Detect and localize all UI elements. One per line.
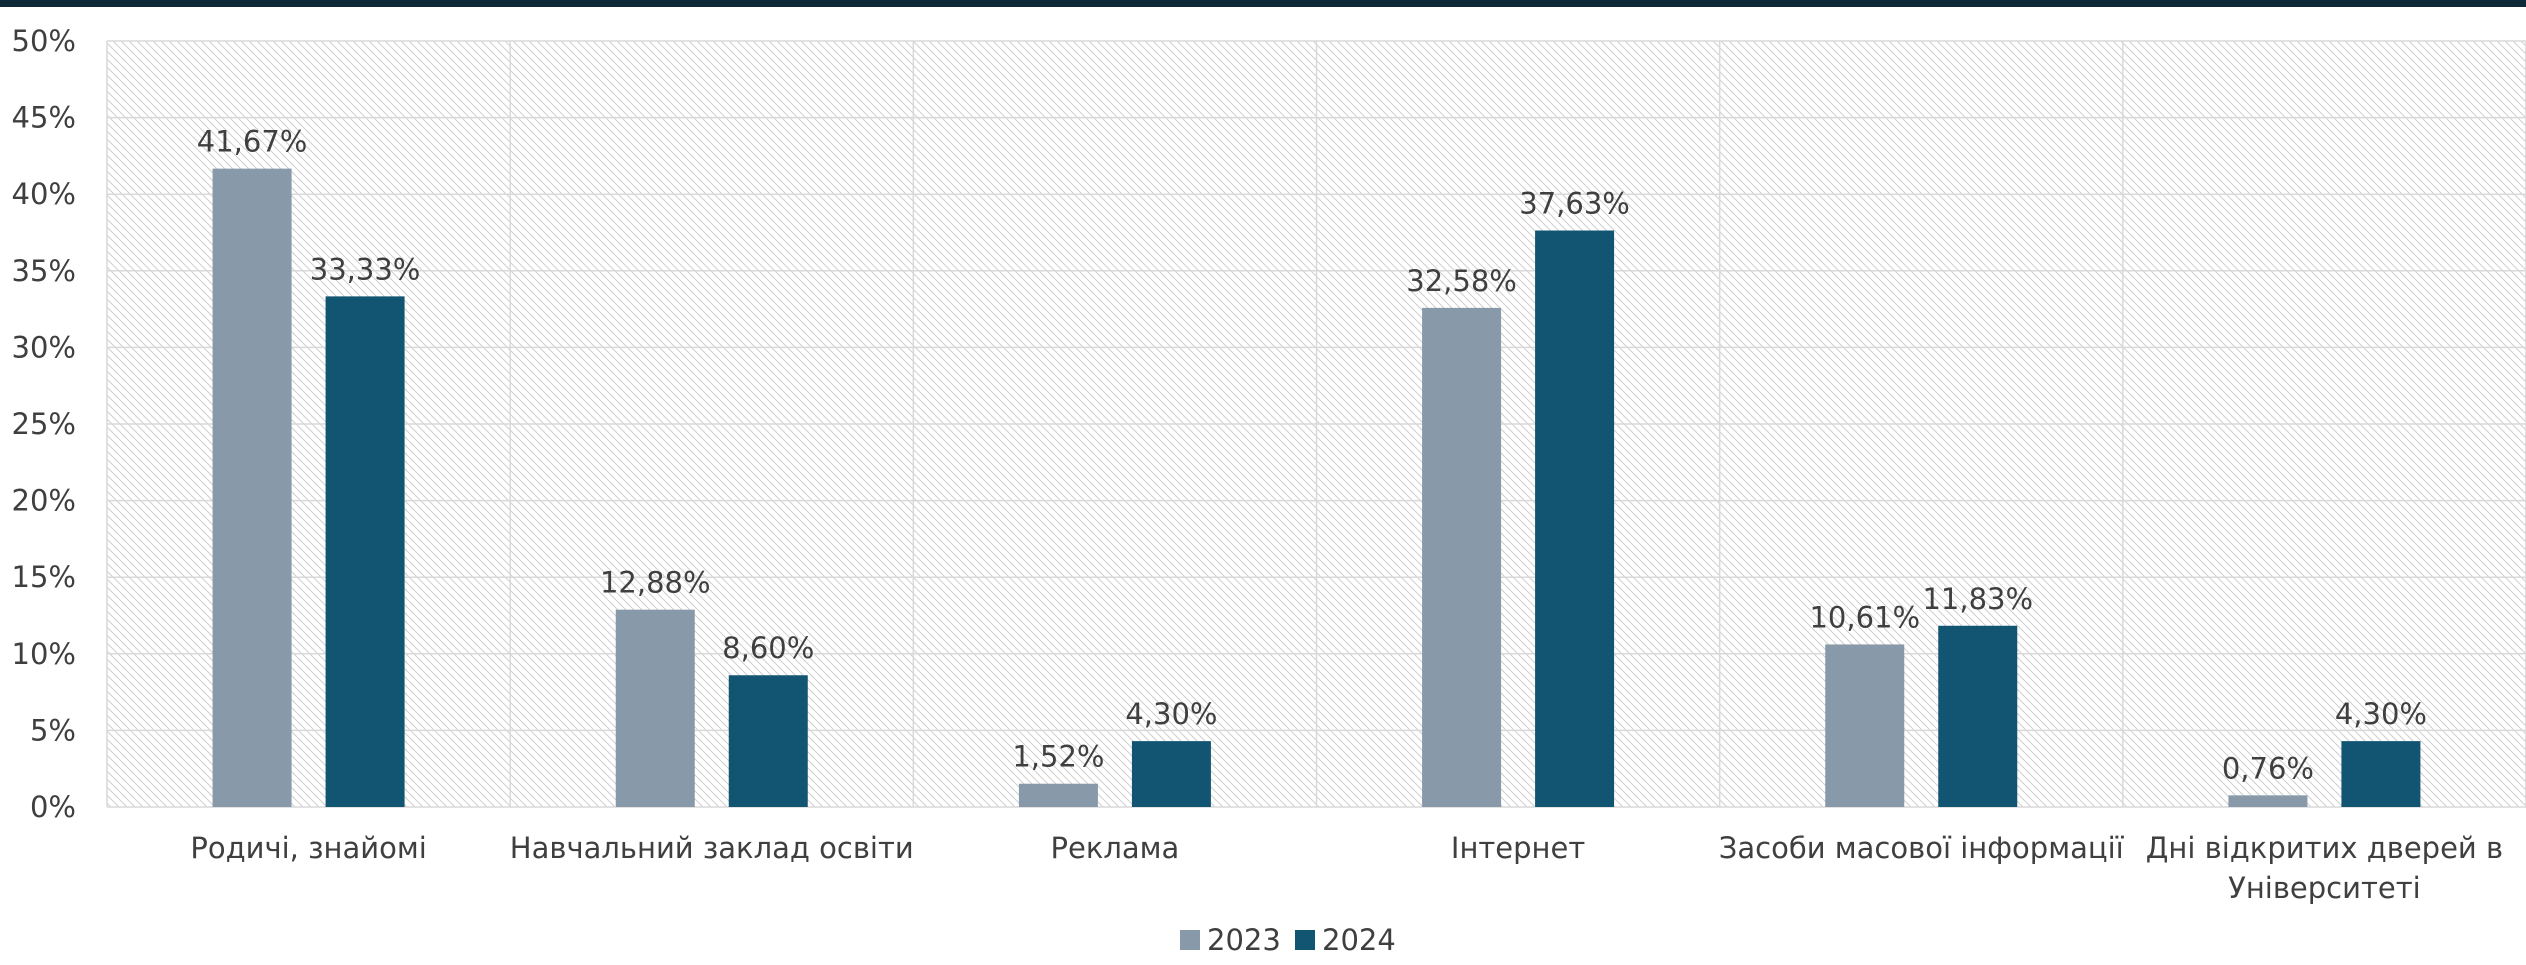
x-category-label: Навчальний заклад освіти [510,831,914,865]
data-label-2023-3: 32,58% [1406,264,1517,298]
bar-2024-3 [1535,230,1615,807]
data-label-2024-0: 33,33% [310,252,421,286]
x-category-label: Родичі, знайомі [190,831,426,865]
bar-2024-5 [2341,741,2421,807]
y-tick-label: 10% [12,637,76,671]
y-tick-label: 35% [12,254,76,288]
data-label-2023-2: 1,52% [1012,740,1104,774]
data-label-2023-5: 0,76% [2222,751,2314,785]
bar-2023-2 [1018,783,1098,807]
legend-label-2024: 2024 [1322,923,1396,957]
y-tick-label: 25% [12,407,76,441]
x-category-label: Дні відкритих дверей в [2146,831,2503,865]
legend-label-2023: 2023 [1207,923,1281,957]
data-label-2023-4: 10,61% [1809,600,1920,634]
bar-2023-3 [1422,307,1502,807]
bar-2024-2 [1131,741,1211,807]
y-tick-label: 40% [12,177,76,211]
x-category-label: Реклама [1051,831,1180,865]
bar-2023-0 [212,168,292,807]
legend-swatch-2023 [1180,930,1200,950]
bar-2023-1 [615,609,695,807]
legend-swatch-2024 [1295,930,1315,950]
y-tick-label: 5% [30,713,76,747]
x-category-label: Інтернет [1451,831,1585,865]
data-label-2024-3: 37,63% [1519,187,1630,221]
x-category-label: Засоби масової інформації [1719,831,2125,865]
y-tick-label: 0% [30,790,76,824]
y-tick-label: 45% [12,101,76,135]
bar-2024-1 [728,675,808,807]
bar-2024-4 [1938,625,2018,807]
bar-2023-5 [2228,795,2308,807]
y-tick-label: 15% [12,560,76,594]
y-tick-label: 30% [12,330,76,364]
y-tick-label: 20% [12,484,76,518]
bar-2024-0 [325,296,405,807]
data-label-2023-0: 41,67% [197,125,308,159]
data-label-2023-1: 12,88% [600,566,711,600]
bar-2023-4 [1825,644,1905,807]
x-category-label: Університеті [2228,871,2421,905]
data-label-2024-1: 8,60% [722,631,814,665]
y-tick-label: 50% [12,24,76,58]
data-label-2024-5: 4,30% [2335,697,2427,731]
data-label-2024-2: 4,30% [1125,697,1217,731]
top-accent-bar [0,0,2526,7]
data-label-2024-4: 11,83% [1922,582,2033,616]
